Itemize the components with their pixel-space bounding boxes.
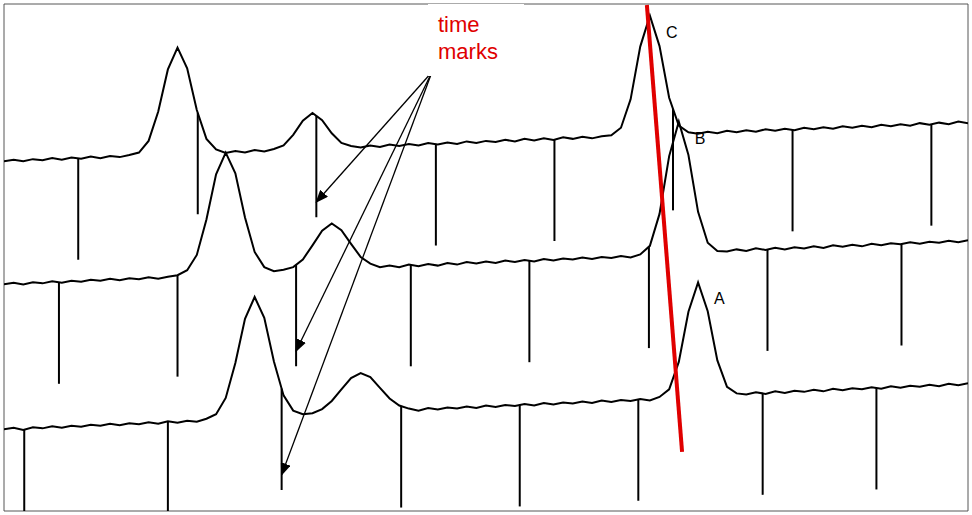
svg-text:B: B bbox=[695, 130, 706, 147]
svg-text:timemarks: timemarks bbox=[438, 12, 498, 64]
svg-text:C: C bbox=[666, 24, 678, 41]
svg-text:A: A bbox=[714, 290, 725, 307]
